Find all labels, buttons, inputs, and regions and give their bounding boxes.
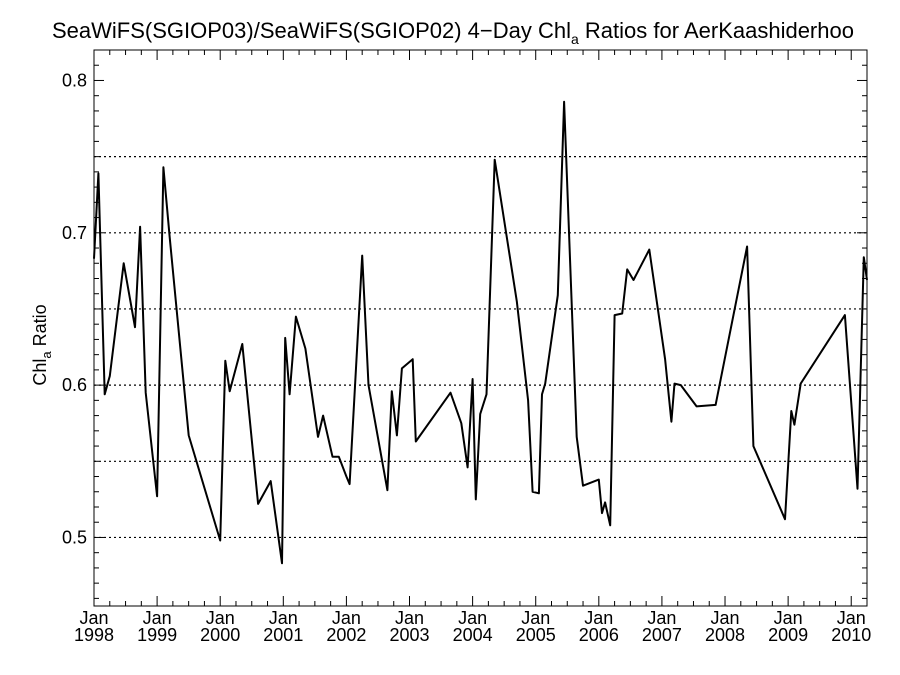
y-tick-labels: 0.5 0.6 0.7 0.8 <box>62 70 87 547</box>
x-tick-label-year: 2007 <box>642 625 682 645</box>
y-axis-label: Chla Ratio <box>30 304 54 385</box>
x-tick-label-month: Jan <box>332 608 361 628</box>
y-axis-label-main: Chl <box>30 359 50 386</box>
y-tick-label: 0.6 <box>62 375 87 395</box>
axis-ticks <box>93 49 868 606</box>
plot-frame <box>93 49 868 607</box>
x-tick-label-year: 2005 <box>516 625 556 645</box>
y-axis-label-rest: Ratio <box>30 304 50 351</box>
x-tick-label-year: 2000 <box>200 625 240 645</box>
x-tick-label-month: Jan <box>206 608 235 628</box>
x-tick-label-year: 2008 <box>705 625 745 645</box>
chart-title-main: SeaWiFS(SGIOP03)/SeaWiFS(SGIOP02) 4−Day … <box>52 18 571 43</box>
x-tick-label-year: 2010 <box>831 625 871 645</box>
chart-title-sub: a <box>571 31 579 47</box>
x-tick-label-year: 2004 <box>453 625 493 645</box>
x-tick-label-month: Jan <box>458 608 487 628</box>
x-tick-labels: Jan1998Jan1999Jan2000Jan2001Jan2002Jan20… <box>74 608 871 645</box>
chart-title-rest: Ratios for AerKaashiderhoo <box>579 18 854 43</box>
x-tick-label-year: 2002 <box>326 625 366 645</box>
x-tick-label-year: 2003 <box>389 625 429 645</box>
x-tick-label-month: Jan <box>774 608 803 628</box>
y-tick-label: 0.5 <box>62 527 87 547</box>
x-tick-label-month: Jan <box>584 608 613 628</box>
x-tick-label-month: Jan <box>711 608 740 628</box>
x-tick-label-month: Jan <box>837 608 866 628</box>
x-tick-label-year: 2006 <box>579 625 619 645</box>
x-tick-label-month: Jan <box>521 608 550 628</box>
x-tick-label-year: 2001 <box>263 625 303 645</box>
x-tick-label-year: 2009 <box>768 625 808 645</box>
y-axis-label-sub: a <box>39 351 54 359</box>
x-tick-label-month: Jan <box>269 608 298 628</box>
series-line <box>93 100 868 565</box>
chart-title: SeaWiFS(SGIOP03)/SeaWiFS(SGIOP02) 4−Day … <box>52 18 854 47</box>
y-tick-label: 0.7 <box>62 223 87 243</box>
x-tick-label-year: 1999 <box>137 625 177 645</box>
x-tick-label-month: Jan <box>143 608 172 628</box>
x-tick-label-month: Jan <box>79 608 108 628</box>
x-tick-label-month: Jan <box>395 608 424 628</box>
y-tick-label: 0.8 <box>62 70 87 90</box>
x-tick-label-month: Jan <box>647 608 676 628</box>
x-tick-label-year: 1998 <box>74 625 114 645</box>
gridlines <box>94 156 867 539</box>
